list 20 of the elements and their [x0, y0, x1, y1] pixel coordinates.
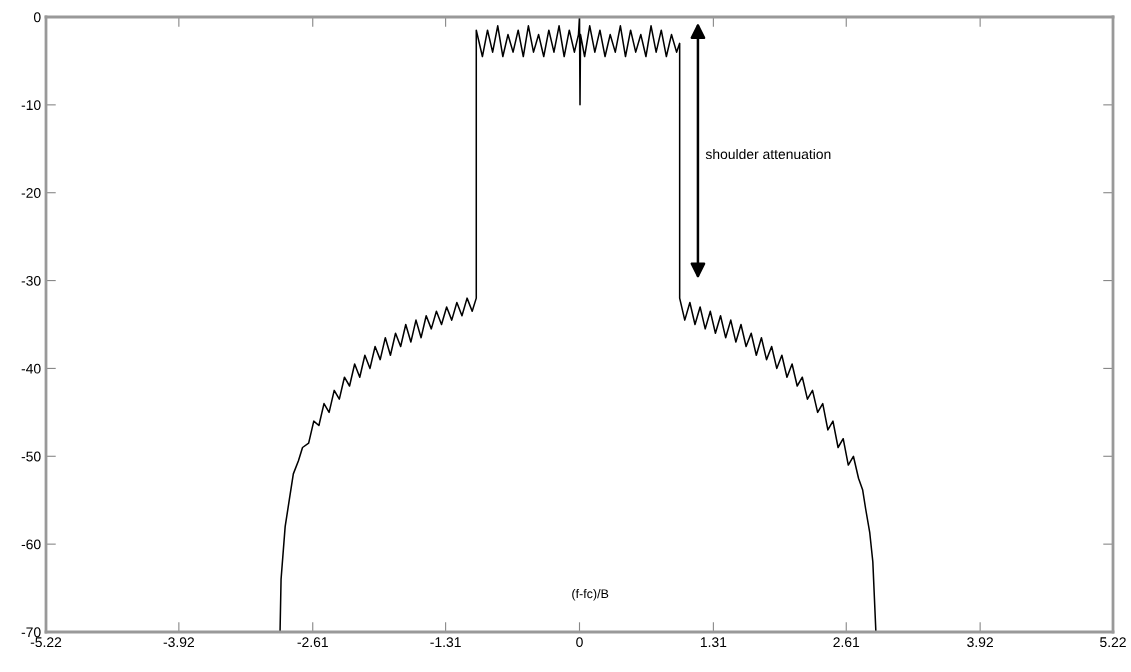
x-tick-label: -5.22: [30, 637, 62, 648]
line-series: [279, 17, 877, 632]
y-tick-label: 0: [33, 12, 41, 23]
x-tick-label: 0: [576, 637, 583, 648]
x-axis-title: (f-fc)/B: [572, 588, 609, 601]
y-tick-label: -30: [21, 275, 41, 286]
x-tick-label: 2.61: [833, 637, 860, 648]
x-tick-label: 3.92: [967, 637, 993, 648]
y-tick-label: -50: [21, 451, 41, 462]
y-tick-label: -10: [21, 100, 41, 111]
x-tick-label: -2.61: [297, 637, 328, 648]
x-tick-label: -3.92: [163, 637, 194, 648]
y-tick-label: -60: [21, 539, 41, 550]
annotation: shoulder attenuation: [705, 148, 831, 160]
y-tick-label: -70: [21, 627, 41, 638]
x-tick-label: 5.22: [1100, 637, 1126, 648]
y-tick-label: -20: [21, 188, 41, 198]
x-tick-label: -1.31: [430, 637, 461, 648]
x-tick-label: 1.31: [700, 637, 727, 648]
y-tick-label: -40: [21, 363, 41, 374]
